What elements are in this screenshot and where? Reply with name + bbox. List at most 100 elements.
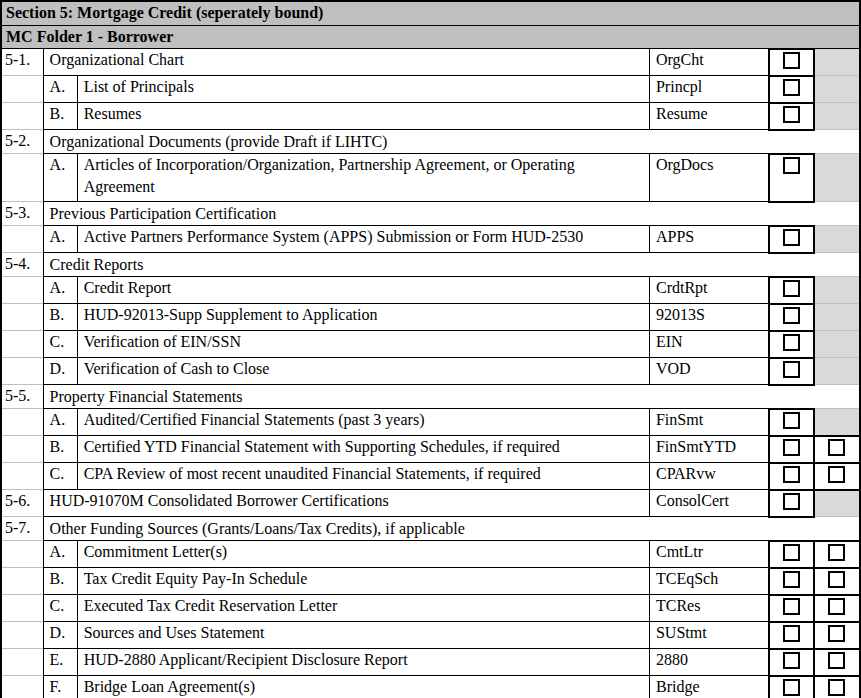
item-number: 5-1. [1,49,43,76]
item-description: Active Partners Performance System (APPS… [77,226,649,253]
item-description: Tax Credit Equity Pay-In Schedule [77,568,649,595]
shaded-cell [814,358,860,385]
checkbox[interactable] [783,280,800,297]
item-number: 5-3. [1,202,43,226]
doc-code: ConsolCert [649,490,768,517]
item-letter: C. [43,463,77,490]
checkbox[interactable] [783,466,800,483]
doc-code: Resume [649,103,768,130]
item-number [1,277,43,304]
doc-code: 2880 [649,649,768,676]
item-description: Audited/Certified Financial Statements (… [77,409,649,436]
checkbox[interactable] [828,544,845,561]
checkbox[interactable] [783,571,800,588]
checkbox[interactable] [828,679,845,696]
doc-code: APPS [649,226,768,253]
item-number [1,331,43,358]
section-heading: Organizational Documents (provide Draft … [43,130,860,154]
checkbox[interactable] [828,466,845,483]
checkbox-cell [814,622,860,649]
checkbox[interactable] [828,571,845,588]
checkbox-cell [769,436,814,463]
checkbox[interactable] [783,544,800,561]
section-title: Section 5: Mortgage Credit (seperately b… [1,1,860,25]
item-description: CPA Review of most recent unaudited Fina… [77,463,649,490]
checkbox[interactable] [783,598,800,615]
item-number [1,358,43,385]
item-description: Executed Tax Credit Reservation Letter [77,595,649,622]
section-heading: Other Funding Sources (Grants/Loans/Tax … [43,517,860,541]
document-page: Section 5: Mortgage Credit (seperately b… [0,0,861,698]
checkbox[interactable] [828,439,845,456]
checkbox-cell [814,595,860,622]
checkbox-cell [769,103,814,130]
shaded-cell [814,154,860,202]
checkbox[interactable] [783,652,800,669]
shaded-cell [814,103,860,130]
checkbox[interactable] [783,229,800,246]
table-row: B.HUD-92013-Supp Supplement to Applicati… [1,304,860,331]
checkbox[interactable] [828,598,845,615]
item-letter: B. [43,568,77,595]
shaded-cell [814,226,860,253]
item-number [1,304,43,331]
item-letter: A. [43,76,77,103]
table-row: 5-7.Other Funding Sources (Grants/Loans/… [1,517,860,541]
checkbox-cell [814,568,860,595]
item-number: 5-7. [1,517,43,541]
checkbox-cell [769,649,814,676]
item-description: Commitment Letter(s) [77,541,649,568]
table-row: A.Articles of Incorporation/Organization… [1,154,860,202]
item-number [1,76,43,103]
checkbox[interactable] [783,79,800,96]
checkbox-cell [769,595,814,622]
checkbox-cell [769,490,814,517]
item-letter: A. [43,541,77,568]
section-heading: Credit Reports [43,253,860,277]
item-letter: B. [43,436,77,463]
checkbox-cell [814,463,860,490]
checkbox-cell [769,49,814,76]
checkbox[interactable] [783,307,800,324]
checkbox-cell [814,436,860,463]
table-row: B.Certified YTD Financial Statement with… [1,436,860,463]
item-number [1,649,43,676]
checkbox[interactable] [783,679,800,696]
shaded-cell [814,277,860,304]
checkbox-cell [769,568,814,595]
checkbox[interactable] [783,361,800,378]
checkbox-cell [769,277,814,304]
item-number [1,622,43,649]
checkbox[interactable] [783,106,800,123]
doc-code: OrgCht [649,49,768,76]
doc-code: CPARvw [649,463,768,490]
item-number [1,103,43,130]
checkbox[interactable] [828,652,845,669]
item-number [1,568,43,595]
checkbox[interactable] [783,625,800,642]
doc-code: OrgDocs [649,154,768,202]
checkbox-cell [769,76,814,103]
checkbox-cell [769,304,814,331]
item-description: Resumes [77,103,649,130]
table-row: A.Audited/Certified Financial Statements… [1,409,860,436]
checkbox-cell [814,676,860,698]
checkbox[interactable] [783,493,800,510]
item-number [1,154,43,202]
checkbox[interactable] [783,157,800,174]
item-letter: A. [43,409,77,436]
item-number [1,436,43,463]
item-description: Verification of EIN/SSN [77,331,649,358]
doc-code: VOD [649,358,768,385]
table-row: 5-4.Credit Reports [1,253,860,277]
checkbox[interactable] [783,439,800,456]
checkbox[interactable] [783,412,800,429]
checkbox-cell [769,622,814,649]
table-row: C.Executed Tax Credit Reservation Letter… [1,595,860,622]
checkbox[interactable] [783,334,800,351]
checkbox[interactable] [783,52,800,69]
checkbox[interactable] [828,625,845,642]
item-description: HUD-91070M Consolidated Borrower Certifi… [43,490,649,517]
item-description: Articles of Incorporation/Organization, … [77,154,649,202]
item-letter: D. [43,622,77,649]
